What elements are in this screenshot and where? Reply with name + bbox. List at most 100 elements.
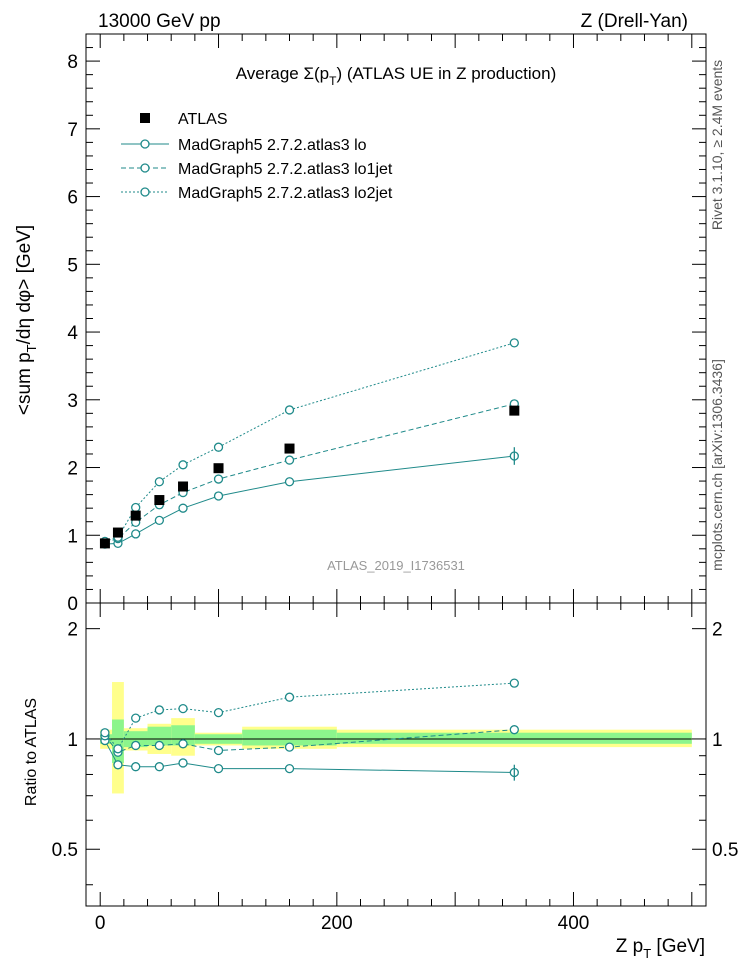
band-inner-3 [147,726,172,746]
top-point-atlas [112,527,123,538]
top-ytick-label: 3 [67,391,78,412]
legend: ATLAS MadGraph5 2.7.2.atlas3 lo MadGraph5 … [121,111,393,202]
ylabel-post: /dη dφ> [GeV] [14,225,35,345]
header-right: Z (Drell-Yan) [581,11,688,32]
ratio-point-series-3 [178,703,188,714]
legend-label-2: MadGraph5 2.7.2.atlas3 lo1jet [178,161,393,178]
ratio-point-series-3 [131,713,141,723]
ratio-point-series-1 [154,762,165,772]
ylabel-sub: T [24,344,39,352]
y-axis-label-top: <sum pT/dη dφ> [GeV] [14,225,39,415]
title-post: ) (ATLAS UE in Z production) [336,64,556,83]
bottom-ytick-label: 0.5 [52,840,78,861]
bottom-ytick-label-right: 0.5 [712,840,738,861]
header-left: 13000 GeV pp [98,11,221,32]
ratio-point-series-1 [213,763,224,774]
top-point-atlas [284,443,295,454]
top-point-atlas [154,495,165,506]
title-sub: T [329,74,337,88]
top-point-atlas [213,463,224,474]
y-axis-label-bottom: Ratio to ATLAS [23,698,40,806]
top-line-series-1 [104,455,515,545]
ratio-point-series-2 [131,740,141,751]
ratio-point-series-1 [113,760,123,770]
legend-marker-atlas [140,113,150,123]
top-point-atlas [178,481,189,492]
ratio-point-series-3 [284,692,295,702]
ratio-bands [100,682,692,794]
bottom-ytick-label-right: 1 [712,730,723,751]
top-point-series-3 [154,477,165,487]
bottom-xtick-label: 0 [95,913,106,934]
ratio-point-series-3 [154,705,165,715]
ratio-line-series-3 [104,682,515,750]
title-sym: Σ(p [303,64,329,83]
top-ytick-label: 5 [67,255,78,276]
xlabel-post: [GeV] [651,936,705,957]
legend-marker-3 [140,187,150,197]
side-label-mcplots: mcplots.cern.ch [arXiv:1306.3436] [709,359,725,571]
top-point-series-1 [213,491,224,501]
ratio-point-series-1 [131,762,141,772]
top-ytick-label: 2 [67,459,78,480]
band-inner-7 [336,732,692,744]
title-pre: Average [236,64,304,83]
bottom-xtick-label: 200 [321,913,353,934]
top-ytick-label: 7 [67,120,78,141]
legend-marker-2 [140,163,150,173]
top-point-series-3 [131,502,141,513]
top-point-series-1 [284,477,295,487]
top-point-atlas [509,405,520,416]
bottom-panel-axes: 0 200 400 0.5 0.5 1 1 2 2 [52,602,738,934]
top-ytick-label: 8 [67,52,78,73]
watermark: ATLAS_2019_I1736531 [327,558,465,573]
ratio-point-series-3 [213,707,224,718]
bottom-ytick-label: 2 [67,620,78,641]
ratio-point-series-2 [178,739,188,749]
top-ytick-label: 4 [67,323,78,344]
bottom-xtick-label: 400 [558,913,590,934]
top-point-series-2 [284,455,295,465]
plot-title: Average Σ(pT) (ATLAS UE in Z production) [236,64,557,88]
band-inner-6 [242,729,337,746]
ratio-point-series-1 [284,763,295,774]
ratio-point-series-3 [113,744,123,754]
top-point-atlas [130,510,141,521]
top-point-series-3 [284,405,295,415]
legend-label-0: ATLAS [178,111,228,128]
top-panel-axes: 0 1 2 3 4 5 6 7 8 [67,33,707,615]
ratio-point-series-3 [509,678,519,688]
top-point-series-1 [131,529,141,539]
top-point-atlas [99,538,110,549]
band-inner-4 [171,725,195,746]
top-point-series-3 [178,460,188,470]
x-axis-label: Z pT [GeV] [616,936,705,961]
ratio-point-series-2 [213,745,224,756]
ratio-point-series-1 [178,758,188,768]
top-point-series-1 [154,515,165,526]
top-ytick-label: 1 [67,526,78,547]
legend-label-3: MadGraph5 2.7.2.atlas3 lo2jet [178,185,393,202]
top-point-series-3 [213,442,224,452]
top-point-series-2 [213,474,224,484]
xlabel-pre: Z p [616,936,643,957]
bottom-ytick-label-right: 2 [712,620,723,641]
top-line-series-3 [104,342,515,542]
ratio-point-series-3 [100,728,110,738]
ylabel-pre: <sum p [14,352,35,415]
bottom-ytick-label: 1 [67,730,78,751]
legend-label-1: MadGraph5 2.7.2.atlas3 lo [178,137,367,154]
bottom-frame [85,602,707,907]
ratio-point-series-2 [284,742,295,752]
side-label-rivet: Rivet 3.1.10, ≥ 2.4M events [709,60,725,230]
top-ytick-label: 6 [67,188,78,209]
band-inner-1 [112,719,124,763]
xlabel-sub: T [643,946,651,961]
legend-marker-1 [140,139,150,149]
ratio-point-series-2 [509,725,519,735]
top-point-series-3 [509,338,519,348]
top-ytick-label: 0 [67,594,78,615]
top-line-series-2 [104,403,515,544]
top-point-series-1 [178,503,188,513]
